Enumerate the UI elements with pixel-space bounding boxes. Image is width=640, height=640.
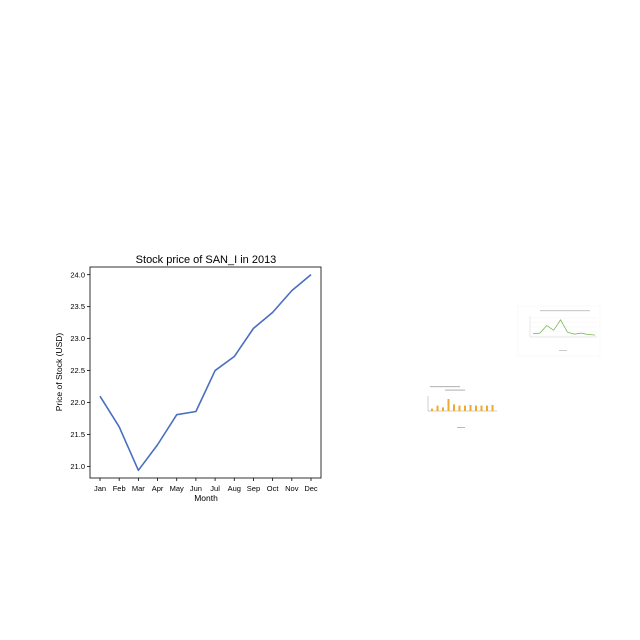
main-chart: Stock price of SAN_I in 2013 21.0 21.5 22.…: [54, 254, 322, 503]
y-tick-label: 21.5: [70, 430, 85, 439]
mini-bar: [431, 408, 433, 411]
mini-bar: [480, 405, 483, 411]
y-tick-label: 24.0: [70, 270, 85, 279]
x-tick-label: Jan: [94, 484, 106, 493]
x-tick-label: Sep: [247, 484, 260, 493]
mini-bar: [486, 405, 488, 411]
x-tick-label: May: [170, 484, 184, 493]
mini-bar: [464, 405, 466, 411]
mini-bars: [431, 399, 494, 411]
mini-bar: [453, 404, 455, 411]
mini-bar-chart-xlabel: [457, 427, 465, 428]
y-tick-label: 23.0: [70, 334, 85, 343]
x-tick-label: Jun: [190, 484, 202, 493]
mini-bar-chart: [420, 382, 500, 432]
x-tick-label: Apr: [152, 484, 164, 493]
mini-bar: [469, 405, 472, 411]
mini-bar: [458, 405, 461, 411]
x-tick-label: Nov: [285, 484, 299, 493]
x-tick-label: Mar: [132, 484, 145, 493]
plot-area: [89, 266, 322, 479]
chart-title: Stock price of SAN_I in 2013: [136, 254, 277, 266]
x-tick-label: Dec: [304, 484, 318, 493]
mini-bar: [436, 405, 439, 411]
mini-line-chart-xlabel: [559, 350, 567, 351]
y-axis-label: Price of Stock (USD): [54, 333, 64, 412]
x-tick-label: Oct: [267, 484, 280, 493]
x-tick-label: Feb: [113, 484, 126, 493]
mini-bar-chart-title: [430, 386, 460, 388]
mini-bar: [442, 407, 444, 411]
y-tick-label: 23.5: [70, 302, 85, 311]
mini-bar: [475, 405, 477, 411]
mini-series-line: [532, 319, 596, 336]
y-axis: 21.0 21.5 22.0 22.5 23.0 23.5 24.0: [70, 270, 90, 471]
y-tick-label: 22.5: [70, 366, 85, 375]
series-line: [99, 274, 312, 472]
mini-bar: [491, 405, 494, 411]
mini-line-chart: [517, 305, 601, 357]
x-tick-label: Jul: [210, 484, 220, 493]
x-axis-label: Month: [194, 493, 218, 503]
x-axis: Jan Feb Mar Apr May Jun Jul Aug Sep Oct Nov Dec: [94, 478, 318, 493]
mini-bar-chart-subtitle: [445, 389, 465, 391]
mini-line-chart-title: [540, 310, 590, 312]
y-tick-label: 21.0: [70, 462, 85, 471]
mini-bar: [447, 399, 450, 411]
x-tick-label: Aug: [228, 484, 241, 493]
y-tick-label: 22.0: [70, 398, 85, 407]
mini-line-chart-background: [517, 305, 601, 357]
